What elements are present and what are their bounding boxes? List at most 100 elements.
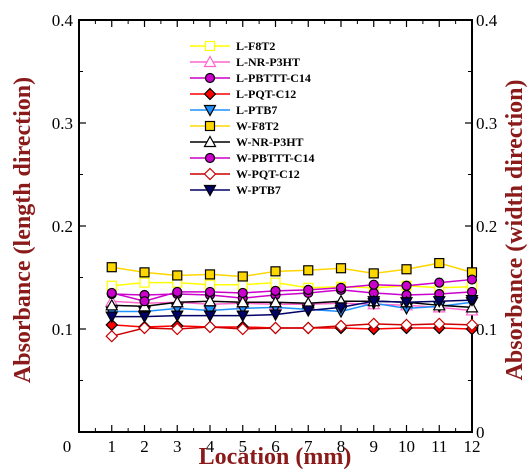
data-point	[139, 277, 150, 288]
legend-label: W-F8T2	[236, 119, 279, 133]
data-point	[236, 310, 250, 323]
data-point	[270, 266, 281, 277]
data-point	[139, 296, 150, 307]
data-point	[434, 257, 445, 269]
series-line	[111, 262, 473, 278]
y-tick-label-right: 0	[476, 423, 485, 442]
y-tick-label-right: 0.3	[476, 114, 497, 133]
series-w-pqt-c12	[105, 317, 479, 343]
series-line	[111, 281, 473, 289]
x-tick-label: 12	[464, 437, 481, 456]
data-point	[170, 310, 184, 323]
data-point	[367, 296, 381, 308]
data-point	[203, 320, 217, 334]
data-point	[399, 297, 414, 309]
x-tick-label: 0	[63, 437, 72, 456]
legend-marker	[204, 40, 216, 52]
legend-marker	[203, 104, 217, 117]
legend-entry: L-F8T2	[190, 39, 275, 53]
y-tick-label-left: 0.1	[52, 320, 73, 339]
legend-label: W-NR-P3HT	[236, 135, 304, 149]
data-point	[204, 286, 216, 298]
y-tick-label-right: 0.4	[476, 11, 498, 30]
legend-label: W-PBTTT-C14	[236, 151, 314, 165]
legend-marker	[203, 55, 217, 68]
data-point	[465, 295, 479, 307]
data-point	[237, 287, 248, 299]
data-point	[401, 280, 412, 291]
series-line	[111, 301, 473, 313]
x-tick-label: 5	[239, 437, 248, 456]
data-point	[105, 298, 119, 311]
data-point	[139, 267, 150, 278]
data-point	[106, 262, 117, 273]
data-point	[335, 282, 347, 293]
legend-label: W-PTB7	[236, 183, 281, 197]
x-tick-label: 10	[398, 437, 415, 456]
legend-entry: L-NR-P3HT	[190, 55, 300, 69]
series-w-ptb7	[105, 295, 479, 324]
data-point	[400, 318, 413, 332]
x-tick-label: 4	[206, 437, 215, 456]
legend-marker	[203, 135, 217, 148]
data-point	[401, 264, 412, 275]
x-tick-label: 3	[173, 437, 182, 456]
y-tick-label-right: 0.1	[476, 320, 497, 339]
x-tick-label: 11	[431, 437, 447, 456]
data-point	[268, 309, 283, 322]
legend-entry: W-PQT-C12	[190, 167, 300, 181]
data-point	[270, 285, 281, 296]
y-tick-label-right: 0.2	[476, 217, 497, 236]
legend-entry: W-PTB7	[190, 183, 281, 197]
data-point	[137, 311, 152, 324]
x-tick-label: 2	[140, 437, 149, 456]
legend-label: W-PQT-C12	[236, 167, 300, 181]
data-point	[466, 274, 478, 285]
legend-label: L-F8T2	[236, 39, 275, 53]
legend-entry: L-PBTTT-C14	[190, 71, 311, 85]
series-line	[111, 278, 473, 302]
legend-marker	[203, 167, 217, 181]
series-w-f8t2	[106, 257, 478, 282]
data-point	[203, 294, 217, 307]
data-point	[236, 322, 250, 336]
x-tick-label: 7	[304, 437, 313, 456]
plot-frame	[78, 19, 473, 433]
data-point	[465, 318, 479, 332]
data-point	[368, 279, 379, 290]
legend-marker	[204, 152, 216, 164]
data-point	[334, 302, 348, 315]
data-point	[303, 284, 314, 295]
data-point	[303, 265, 314, 276]
data-point	[203, 310, 217, 323]
data-point	[138, 321, 151, 335]
data-point	[432, 317, 446, 331]
series-line	[111, 299, 473, 318]
legend-label: L-PQT-C12	[236, 87, 296, 101]
x-tick-label: 8	[337, 437, 346, 456]
data-point	[106, 287, 117, 299]
x-tick-label: 9	[370, 437, 379, 456]
data-point	[236, 295, 250, 308]
legend-entry: L-PTB7	[190, 103, 277, 117]
data-point	[204, 269, 216, 280]
data-point	[367, 317, 381, 331]
y-tick-label-left: 0.3	[52, 114, 73, 133]
legend-marker	[203, 87, 217, 101]
data-point	[434, 277, 445, 288]
data-point	[170, 322, 184, 336]
data-point	[105, 329, 119, 343]
legend-entry: W-PBTTT-C14	[190, 151, 314, 165]
legend-label: L-PTB7	[236, 103, 277, 117]
legend-entry: W-F8T2	[190, 119, 279, 133]
legend-label: L-PBTTT-C14	[236, 71, 311, 85]
data-point	[334, 319, 348, 333]
legend-marker	[203, 184, 217, 197]
x-tick-label: 6	[271, 437, 280, 456]
y-tick-label-left: 0.2	[52, 217, 73, 236]
data-point	[268, 295, 283, 308]
data-point	[172, 270, 183, 281]
legend-marker	[204, 120, 216, 132]
x-axis-title: Location (mm)	[199, 444, 352, 470]
y-axis-title-right: Absorbance (width direction)	[502, 80, 528, 381]
